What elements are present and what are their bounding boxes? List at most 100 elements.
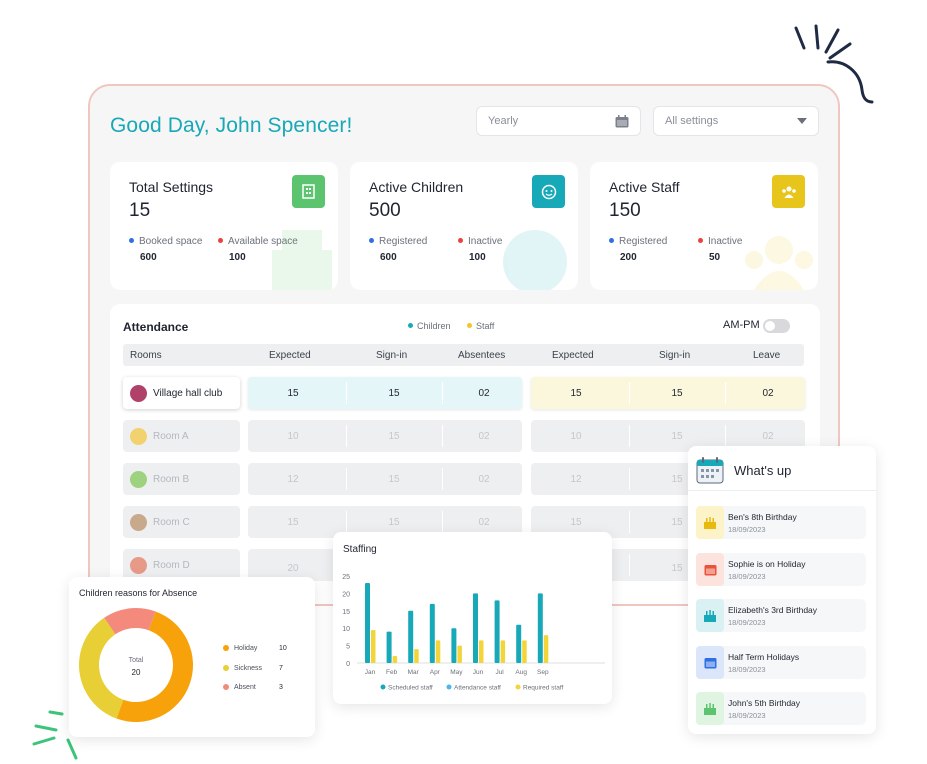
event-title: Ben's 8th Birthday [728,512,797,522]
room-row-room-a[interactable]: Room A [123,420,240,452]
x-tick-label: Jul [495,669,504,676]
card-title: Total Settings [129,179,214,195]
x-tick-label: Aug [515,669,527,676]
attendance-title: Attendance [123,320,189,334]
col-absentees: Absentees [458,350,506,361]
legend-label: Required staff [523,685,564,692]
event-title: John's 5th Birthday [728,698,801,708]
avatar [130,513,147,531]
room-row-room-d[interactable]: Room D [123,549,240,581]
bar-required-staff [522,640,527,663]
card-value: 15 [129,200,151,221]
staffing-title: Staffing [343,544,377,555]
period-select-value: Yearly [488,115,519,127]
absence-donut-chart: Total 20 [79,608,193,722]
cake-icon [696,506,724,539]
bar-scheduled-staff [386,631,392,663]
event-date: 18/09/2023 [728,572,766,581]
legend-holiday: Holiday 10 [223,645,287,652]
bar-required-staff [371,629,376,663]
col-staff-expected: Expected [552,350,594,361]
absence-reasons-card: Children reasons for Absence Total 20 Ho… [69,577,315,737]
legend-absent: Absent 3 [223,684,285,691]
donut-slice-absent [104,608,156,635]
y-tick-label: 0 [346,661,350,668]
event-item[interactable]: Sophie is on Holiday 18/09/2023 [696,553,866,586]
whats-up-title: What's up [734,463,792,478]
bar-required-staff [479,640,484,663]
card-title: Active Children [369,179,464,195]
staff-attendance-cells: 15 15 02 [531,377,805,409]
calendar-icon [615,114,629,127]
ampm-label: AM-PM [723,319,760,331]
card-title: Active Staff [609,179,680,195]
col-sign-in: Sign-in [376,350,408,361]
legend-inactive: Inactive [458,236,502,247]
x-tick-label: Apr [430,669,441,676]
room-row-village-hall-club[interactable]: Village hall club [123,377,240,409]
calendar-icon [696,646,724,679]
attendance-header: Rooms Expected Sign-in Absentees Expecte… [123,344,804,366]
donut-total-label: Total [129,657,144,664]
event-item[interactable]: Half Term Holidays 18/09/2023 [696,646,866,679]
building-icon [292,175,325,208]
settings-select[interactable]: All settings [653,106,819,136]
active-children-card: Active Children 500 Registered 600 Inact… [350,162,578,290]
donut-slice-holiday [116,611,193,722]
inactive-value: 50 [709,252,721,263]
legend-dot [380,684,386,690]
registered-value: 200 [620,252,637,263]
bar-scheduled-staff [516,624,522,663]
event-item[interactable]: Elizabeth's 3rd Birthday 18/09/2023 [696,599,866,632]
y-tick-label: 25 [342,574,350,581]
legend-inactive: Inactive [698,236,742,247]
child-face-icon [532,175,565,208]
children-attendance-cells: 15 15 02 [248,377,522,409]
bar-required-staff [500,640,506,663]
col-staff-sign-in: Sign-in [659,350,691,361]
legend-registered: Registered [609,236,667,247]
staffing-card: Staffing 0 5 10 15 20 25 Jan Feb Mar Apr May Jun Jul… [333,532,612,704]
col-leave: Leave [753,350,781,361]
bar-scheduled-staff [537,593,543,663]
legend-booked: Booked space [129,236,202,247]
avatar [130,384,147,402]
event-item[interactable]: John's 5th Birthday 18/09/2023 [696,692,866,725]
card-value: 150 [609,200,641,221]
bar-required-staff [392,656,398,663]
avatar [130,427,147,445]
available-value: 100 [229,252,246,263]
event-date: 18/09/2023 [728,665,766,674]
bar-scheduled-staff [429,603,435,663]
y-tick-label: 20 [342,591,350,598]
period-select[interactable]: Yearly [476,106,641,136]
bar-scheduled-staff [473,593,478,663]
event-date: 18/09/2023 [728,618,766,627]
decorative-strokes-icon [794,24,874,104]
y-tick-label: 5 [346,644,350,651]
divider [688,490,876,491]
x-tick-label: Jan [365,669,376,676]
ampm-toggle[interactable] [763,319,790,333]
children-attendance-cells: 12 15 02 [248,463,522,495]
whats-up-card: What's up Ben's 8th Birthday 18/09/2023 … [688,446,876,734]
legend-dot [446,684,452,690]
room-row-room-c[interactable]: Room C [123,506,240,538]
absence-title: Children reasons for Absence [79,588,198,598]
legend-sickness: Sickness 7 [223,665,285,672]
chevron-down-icon [797,118,807,124]
bar-required-staff [457,645,462,663]
calendar-icon [696,553,724,586]
legend-staff: Staff [476,321,495,331]
bar-scheduled-staff [365,582,370,663]
active-staff-card: Active Staff 150 Registered 200 Inactive… [590,162,818,290]
event-title: Half Term Holidays [728,652,800,662]
children-attendance-cells: 10 15 02 [248,420,522,452]
staff-watermark-icon [745,236,813,290]
room-row-room-b[interactable]: Room B [123,463,240,495]
total-settings-card: Total Settings 15 Booked space 600 Avail… [110,162,338,290]
event-item[interactable]: Ben's 8th Birthday 18/09/2023 [696,506,866,539]
attendance-legend: Children Staff [408,321,494,331]
bar-scheduled-staff [408,610,414,663]
staff-group-icon [772,175,805,208]
